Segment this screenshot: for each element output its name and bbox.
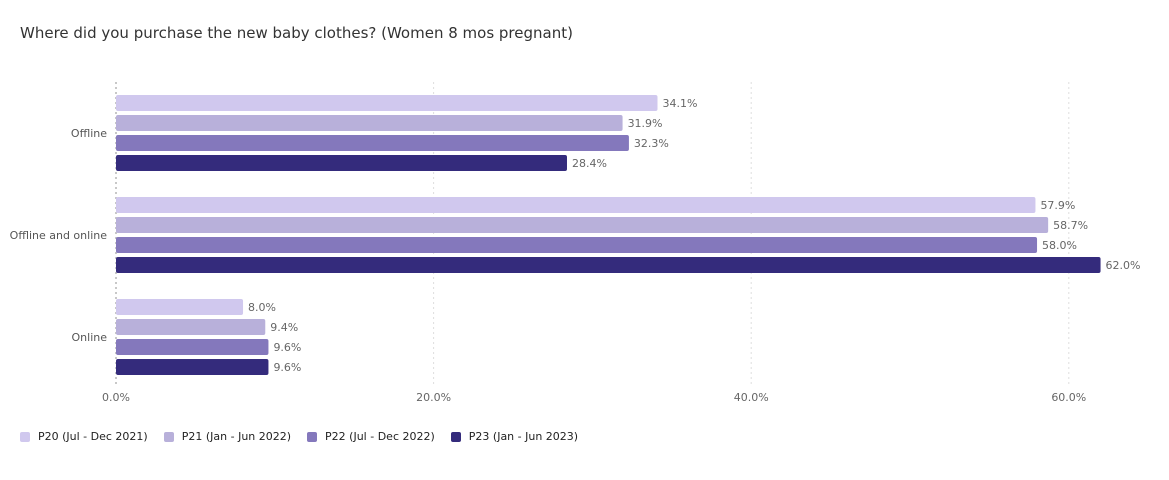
bar bbox=[116, 115, 623, 131]
data-label: 9.6% bbox=[273, 361, 301, 374]
data-label: 31.9% bbox=[628, 117, 663, 130]
chart-title: Where did you purchase the new baby clot… bbox=[20, 24, 573, 42]
x-tick-label: 60.0% bbox=[1051, 391, 1086, 404]
data-label: 62.0% bbox=[1106, 259, 1141, 272]
data-label: 32.3% bbox=[634, 137, 669, 150]
legend-swatch bbox=[307, 431, 318, 442]
data-label: 58.0% bbox=[1042, 239, 1077, 252]
chart-legend: P20 (Jul - Dec 2021) P21 (Jan - Jun 2022)… bbox=[20, 430, 594, 443]
bar bbox=[116, 197, 1036, 213]
bar bbox=[116, 155, 567, 171]
bar bbox=[116, 299, 244, 315]
legend-swatch bbox=[20, 431, 30, 442]
data-label: 8.0% bbox=[248, 301, 276, 314]
data-label: 9.6% bbox=[273, 341, 301, 354]
x-tick-label: 0.0% bbox=[102, 391, 130, 404]
bar bbox=[116, 257, 1101, 273]
legend-item[interactable]: P22 (Jul - Dec 2022) bbox=[307, 430, 435, 443]
legend-label: P23 (Jan - Jun 2023) bbox=[468, 430, 579, 443]
legend-label: P22 (Jul - Dec 2022) bbox=[325, 430, 435, 443]
bar bbox=[116, 359, 269, 375]
x-tick-label: 20.0% bbox=[416, 391, 451, 404]
bar bbox=[116, 95, 658, 111]
category-label: Offline bbox=[71, 127, 107, 140]
legend-item[interactable]: P20 (Jul - Dec 2021) bbox=[20, 430, 148, 443]
bar bbox=[116, 135, 629, 151]
legend-swatch bbox=[163, 431, 174, 442]
bar bbox=[116, 319, 266, 335]
legend-item[interactable]: P23 (Jan - Jun 2023) bbox=[450, 430, 579, 443]
bar bbox=[116, 339, 269, 355]
legend-label: P21 (Jan - Jun 2022) bbox=[181, 430, 292, 443]
bar bbox=[116, 237, 1038, 253]
data-label: 57.9% bbox=[1040, 199, 1075, 212]
data-label: 9.4% bbox=[270, 321, 298, 334]
data-label: 58.7% bbox=[1053, 219, 1088, 232]
x-tick-label: 40.0% bbox=[734, 391, 769, 404]
legend-label: P20 (Jul - Dec 2021) bbox=[38, 430, 148, 443]
category-label: Offline and online bbox=[10, 229, 108, 242]
bar bbox=[116, 217, 1049, 233]
data-label: 34.1% bbox=[663, 97, 698, 110]
legend-swatch bbox=[450, 431, 461, 442]
legend-item[interactable]: P21 (Jan - Jun 2022) bbox=[163, 430, 292, 443]
category-label: Online bbox=[72, 331, 108, 344]
data-label: 28.4% bbox=[572, 157, 607, 170]
